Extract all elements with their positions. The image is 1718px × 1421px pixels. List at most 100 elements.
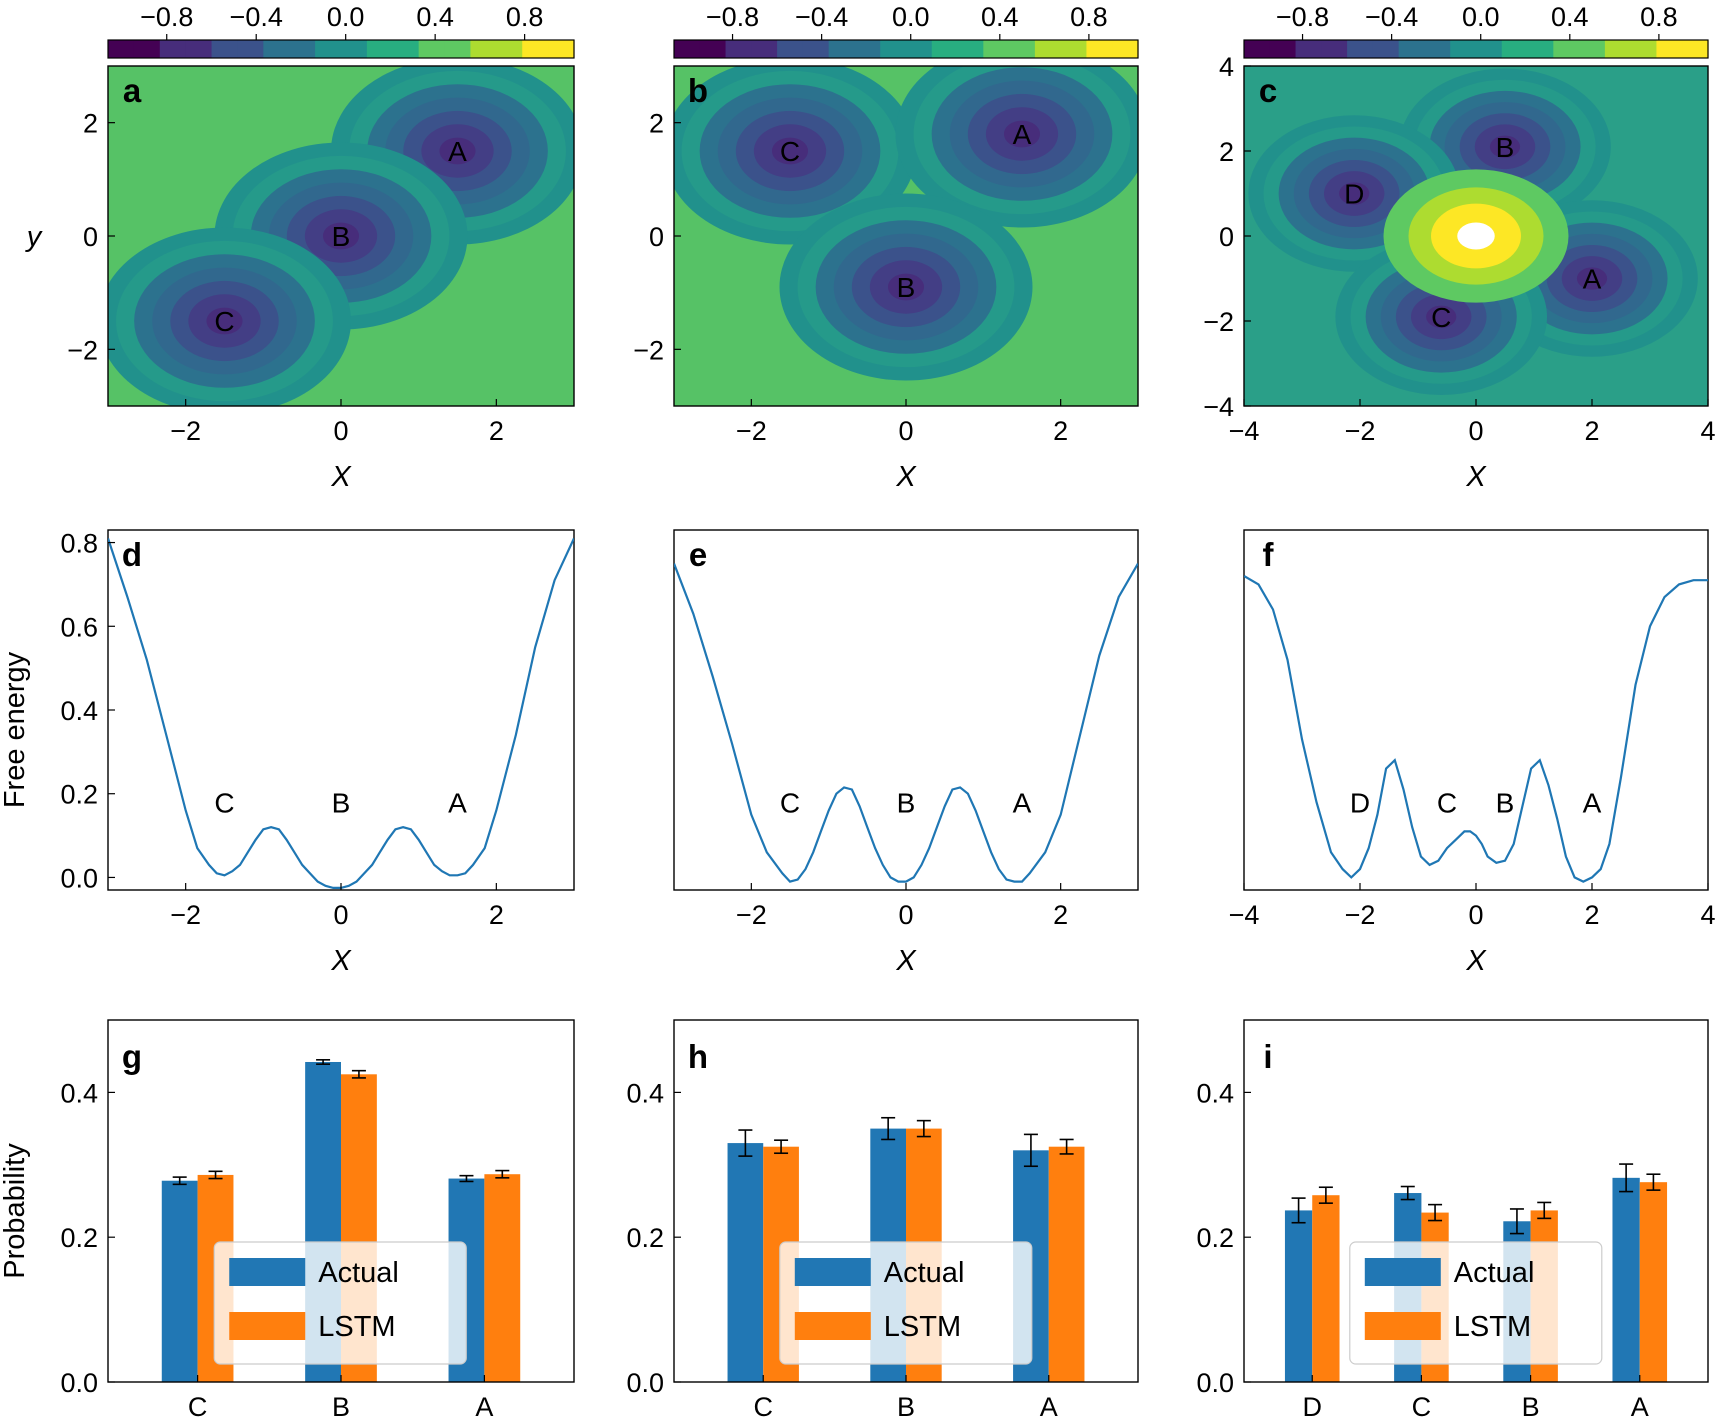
colorbar-segment [133, 40, 161, 58]
colorbar-segment [1579, 40, 1606, 58]
legend-swatch [229, 1312, 306, 1340]
colorbar-segment [674, 40, 701, 58]
y-tick-label: −2 [67, 335, 98, 365]
state-label: A [1013, 788, 1032, 819]
colorbar-segment [418, 40, 446, 58]
y-tick-label: 4 [1219, 52, 1234, 82]
colorbar-tick-label: −0.4 [795, 2, 848, 32]
colorbar-segment [802, 40, 830, 58]
plot-frame [1243, 1019, 1709, 1383]
colorbar-segment [828, 40, 856, 58]
x-tick-label: A [1040, 1392, 1058, 1421]
x-tick-label: 2 [489, 900, 504, 930]
x-tick-label: −4 [1229, 416, 1260, 446]
y-tick-label: 0.4 [1196, 1078, 1234, 1108]
y-tick-label: 0 [83, 222, 98, 252]
legend-swatch [794, 1258, 871, 1286]
y-tick-label: 0.0 [60, 1368, 98, 1398]
line-panel-d: C B Ad −2 0 2 0.0 0.2 0.4 0.6 0.8 X Free energy [0, 529, 575, 977]
legend-swatch [794, 1312, 871, 1340]
plot-frame [107, 529, 575, 891]
line-panel-e: C B Ae −2 0 2 X [673, 529, 1139, 977]
x-tick-label: B [1522, 1392, 1540, 1421]
plot-frame [673, 1019, 1139, 1383]
contour-ring [887, 273, 925, 301]
contour-wells [108, 66, 574, 406]
colorbar-segment [906, 40, 933, 58]
y-tick-label: 0.2 [60, 780, 98, 810]
contour-panel-a: −0.8 −0.4 0.0 0.4 0.8 A B Ca −2 0 2 −2 0 2 Xy [25, 2, 575, 493]
legend-label: Actual [1454, 1257, 1535, 1289]
legend-swatch [229, 1258, 306, 1286]
x-tick-label: 4 [1700, 900, 1715, 930]
y-tick-label: −2 [1203, 307, 1234, 337]
colorbar-segment [1347, 40, 1374, 58]
colorbar-tick-label: −0.4 [230, 2, 283, 32]
colorbar-tick-label: 0.8 [1640, 2, 1678, 32]
line-panel-f: D C B Af −4 −2 0 2 4 X [1229, 529, 1716, 977]
x-tick-label: B [897, 1392, 915, 1421]
probability-row: C B A Actual LSTM g 0.0 0.2 0.4 Probability C B A Act… [0, 1019, 1709, 1421]
bar-actual [727, 1143, 764, 1382]
bar-panel-i: D C B A Actual LSTM i 0.0 0.2 0.4 [1196, 1019, 1709, 1421]
colorbar-segment [237, 40, 264, 58]
contour-ring [1576, 267, 1608, 290]
x-axis-title: X [330, 945, 352, 977]
y-tick-label: 2 [83, 109, 98, 139]
colorbar-tick-label: 0.4 [981, 2, 1019, 32]
x-tick-label: C [1412, 1392, 1432, 1421]
x-tick-label: A [475, 1392, 493, 1421]
y-tick-label: 0.4 [60, 696, 98, 726]
plot-frame [673, 529, 1139, 891]
y-tick-label: 0.0 [626, 1368, 664, 1398]
x-tick-label: 2 [1584, 900, 1599, 930]
y-tick-label: 0.6 [60, 612, 98, 642]
state-label: D [1350, 788, 1370, 819]
state-label: B [332, 788, 351, 819]
state-label: C [780, 788, 800, 819]
colorbar-segment [931, 40, 959, 58]
colorbar-segment [1476, 40, 1503, 58]
state-label: C [1431, 302, 1451, 333]
contour-wells [1248, 68, 1698, 395]
contour-ring [1339, 182, 1370, 205]
bar-panel-h: C B A Actual LSTM h 0.0 0.2 0.4 [626, 1019, 1139, 1421]
legend-label: Actual [884, 1257, 965, 1289]
colorbar-segment [1372, 40, 1400, 58]
colorbar-frame [673, 39, 1139, 59]
x-tick-label: 2 [1053, 416, 1068, 446]
state-label: C [214, 306, 234, 337]
state-label: A [1583, 264, 1602, 295]
colorbar-segment [751, 40, 778, 58]
x-tick-label: 0 [898, 416, 913, 446]
x-tick-label: A [1631, 1392, 1649, 1421]
x-axis-title: X [895, 461, 917, 493]
colorbar-tick-label: −0.8 [140, 2, 193, 32]
y-tick-label: 2 [1219, 137, 1234, 167]
y-tick-label: −4 [1203, 392, 1234, 422]
bar-actual [1284, 1210, 1313, 1382]
colorbar-segment [548, 40, 575, 58]
panel-letter: e [689, 536, 707, 573]
colorbar-segment [1086, 40, 1113, 58]
contour-row: −0.8 −0.4 0.0 0.4 0.8 A B Ca −2 0 2 −2 0 2 Xy −0.8 −0.4 0… [25, 2, 1716, 493]
colorbar-segment [1682, 40, 1709, 58]
colorbar-segment [957, 40, 984, 58]
colorbar-tick-label: −0.8 [706, 2, 759, 32]
legend-swatch [1364, 1312, 1441, 1340]
colorbar-segment [444, 40, 472, 58]
colorbar-segment [983, 40, 1010, 58]
y-tick-label: −2 [633, 335, 664, 365]
x-tick-label: 2 [489, 416, 504, 446]
colorbar-frame [1243, 39, 1709, 59]
contour-panel-c: −0.8 −0.4 0.0 0.4 0.8 B D A Cc −4 −2 0 2 4 −4 −2 0 2 4 X [1203, 2, 1715, 493]
legend-label: LSTM [884, 1311, 961, 1343]
x-axis-title: X [1465, 945, 1487, 977]
colorbar-segment [522, 40, 549, 58]
colorbar-segment [1656, 40, 1683, 58]
colorbar-segment [1604, 40, 1632, 58]
colorbar-segment [880, 40, 907, 58]
contour-wells [674, 66, 1138, 381]
state-label: C [214, 788, 234, 819]
y-tick-label: 0 [1219, 222, 1234, 252]
